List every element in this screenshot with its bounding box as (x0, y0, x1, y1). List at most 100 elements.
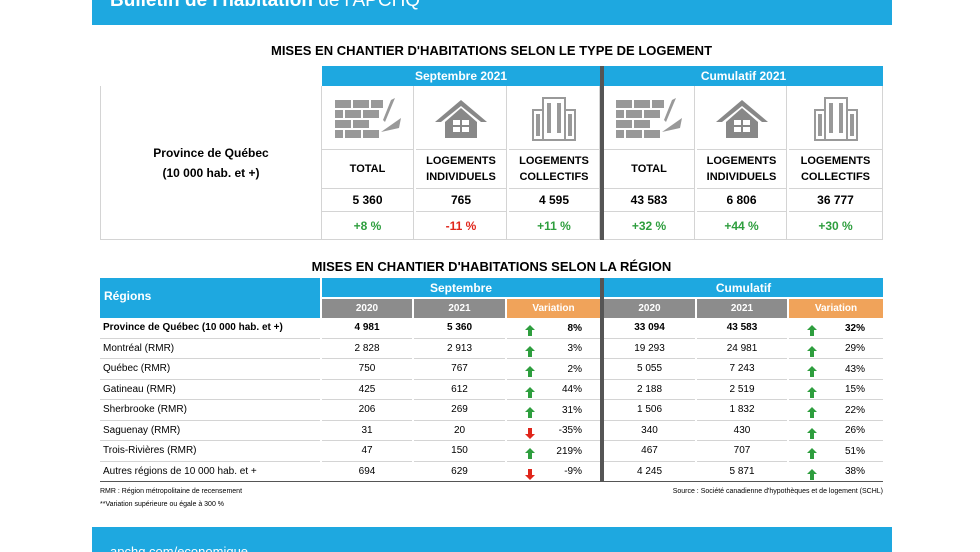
variation-value: 43% (844, 363, 865, 375)
column-label-cell: LOGEMENTS COLLECTIFS (509, 150, 600, 189)
column-label: COLLECTIFS (519, 171, 589, 183)
source: Source : Société canadienne d'hypothèque… (672, 488, 883, 495)
value: 36 777 (789, 189, 883, 212)
group-divider (600, 66, 604, 240)
variation-arrow (525, 364, 535, 377)
number: 7 243 (697, 359, 787, 380)
variation-arrow (807, 385, 817, 398)
table1-title: MISES EN CHANTIER D'HABITATIONS SELON LE… (270, 42, 713, 58)
icon-cell (697, 86, 787, 150)
variation-cell (789, 339, 883, 359)
variation-value: 219% (556, 445, 582, 457)
column-label: LOGEMENTS (706, 155, 777, 167)
variation-cell (507, 400, 600, 421)
number: 5 360 (414, 318, 505, 339)
variation-value: 29% (844, 343, 865, 355)
variation-value: 15% (844, 384, 865, 396)
variation-value: 31% (561, 404, 582, 416)
table2-bottom (100, 481, 883, 482)
number: 5 871 (697, 462, 787, 482)
column-label: LOGEMENTS (519, 155, 589, 167)
number: 629 (414, 462, 505, 482)
variation-value: 8% (567, 322, 582, 334)
value: 765 (416, 189, 507, 212)
variation-value: 3% (567, 343, 582, 355)
variation-value: 44% (561, 384, 582, 396)
number: 150 (414, 441, 505, 462)
variation-value: 38% (844, 466, 865, 478)
row-label: (10 000 hab. et +) (162, 166, 260, 180)
variation-cell (507, 380, 600, 400)
number: 425 (322, 380, 412, 400)
number: 33 094 (604, 318, 695, 339)
variation: +30 % (789, 212, 883, 240)
number: 2 188 (604, 380, 695, 400)
number: 47 (322, 441, 412, 462)
footer-link: apchq.com/economique (110, 544, 249, 552)
number: 2 828 (322, 339, 412, 359)
row-label: Province de Québec (153, 146, 269, 160)
variation-cell (789, 421, 883, 441)
number: 5 055 (604, 359, 695, 380)
banner-title: Bulletin de l'habitation de l'APCHQ (110, 0, 420, 12)
variation-value: 26% (844, 425, 865, 437)
column-label-cell: LOGEMENTS COLLECTIFS (789, 150, 883, 189)
number: 707 (697, 441, 787, 462)
variation-cell (789, 441, 883, 462)
variation-arrow (807, 467, 817, 480)
variation-cell (789, 400, 883, 421)
subheader: 2021 (697, 299, 787, 318)
variation-value: 51% (844, 445, 865, 457)
icon-cell (789, 86, 883, 150)
number: 767 (414, 359, 505, 380)
number: 750 (322, 359, 412, 380)
icon-cell (509, 86, 600, 150)
number: 4 981 (322, 318, 412, 339)
group-header: Cumulatif 2021 (604, 66, 883, 86)
bottom-banner: apchq.com/economique (92, 527, 892, 552)
group-header: Cumulatif (604, 278, 883, 297)
region-name: Saguenay (RMR) (100, 421, 320, 441)
variation-value: 22% (844, 404, 865, 416)
region-name: Montréal (RMR) (100, 339, 320, 359)
variation-value: -9% (564, 466, 582, 478)
variation: +8 % (322, 212, 414, 240)
group-divider (600, 278, 604, 482)
region-name: Province de Québec (10 000 hab. et +) (100, 318, 320, 339)
region-header: Régions (100, 278, 320, 318)
column-label: INDIVIDUELS (706, 171, 777, 183)
column-label-cell: LOGEMENTS INDIVIDUELS (697, 150, 787, 189)
number: 43 583 (697, 318, 787, 339)
subheader: 2021 (414, 299, 505, 318)
number: 20 (414, 421, 505, 441)
banner-subtitle: de l'APCHQ (318, 0, 421, 11)
variation-cell (789, 380, 883, 400)
number: 31 (322, 421, 412, 441)
number: 340 (604, 421, 695, 441)
variation: +44 % (697, 212, 787, 240)
column-label: TOTAL (349, 163, 386, 175)
number: 2 519 (697, 380, 787, 400)
variation-cell (507, 421, 600, 441)
variation-cell (507, 441, 600, 462)
number: 2 913 (414, 339, 505, 359)
subheader: 2020 (604, 299, 695, 318)
variation-arrow (807, 364, 817, 377)
number: 19 293 (604, 339, 695, 359)
variation-arrow (807, 426, 817, 439)
value: 43 583 (604, 189, 695, 212)
variation-arrow (525, 426, 535, 439)
number: 467 (604, 441, 695, 462)
variation-cell (789, 359, 883, 380)
column-label: COLLECTIFS (800, 171, 871, 183)
value: 4 595 (509, 189, 600, 212)
variation-arrow (807, 405, 817, 418)
footnote: RMR : Région métropolitaine de recenseme… (100, 488, 243, 495)
region-name: Trois-Rivières (RMR) (100, 441, 320, 462)
variation: -11 % (416, 212, 507, 240)
variation-value: 32% (844, 322, 865, 334)
top-banner: Bulletin de l'habitation de l'APCHQ (92, 0, 892, 25)
column-label: INDIVIDUELS (426, 171, 496, 183)
table2-title: MISES EN CHANTIER D'HABITATIONS SELON LA… (311, 258, 672, 274)
